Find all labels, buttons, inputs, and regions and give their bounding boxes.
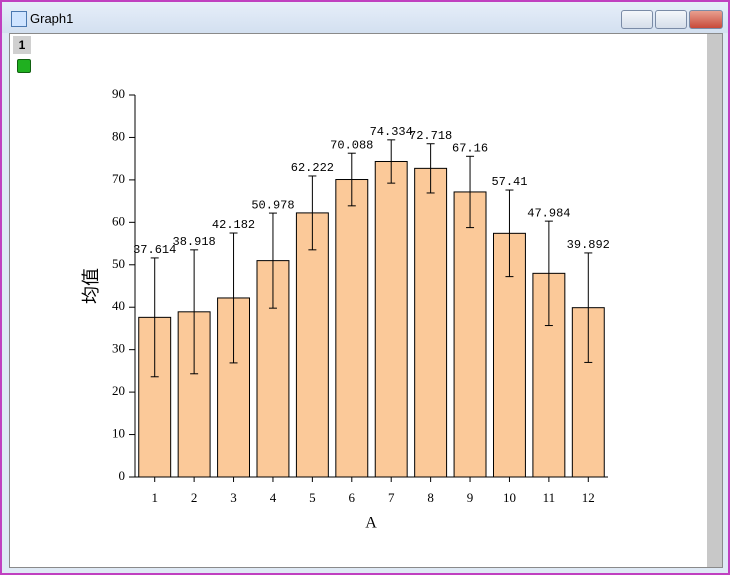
layer-label[interactable]: 1 bbox=[13, 36, 31, 54]
value-label: 72.718 bbox=[409, 129, 452, 143]
graph-area: 1 bbox=[9, 33, 723, 568]
y-tick-label: 50 bbox=[112, 256, 125, 271]
y-tick-label: 80 bbox=[112, 128, 125, 143]
y-tick-label: 90 bbox=[112, 86, 125, 101]
value-label: 67.16 bbox=[452, 141, 488, 155]
window-title: Graph1 bbox=[30, 11, 74, 26]
bar bbox=[295, 212, 329, 478]
y-tick-label: 20 bbox=[112, 383, 125, 398]
value-label: 50.978 bbox=[251, 198, 294, 212]
lock-icon[interactable] bbox=[17, 59, 31, 73]
x-tick-label: 3 bbox=[230, 490, 237, 505]
x-tick-label: 10 bbox=[503, 490, 516, 505]
value-label: 62.222 bbox=[291, 161, 334, 175]
value-label: 38.918 bbox=[173, 235, 216, 249]
window-icon bbox=[11, 11, 27, 27]
x-tick-label: 9 bbox=[467, 490, 474, 505]
x-tick-label: 2 bbox=[191, 490, 198, 505]
y-axis-label: 均值 bbox=[81, 268, 101, 304]
bar bbox=[532, 272, 566, 478]
value-label: 47.984 bbox=[527, 206, 570, 220]
y-tick-label: 10 bbox=[112, 426, 125, 441]
value-label: 37.614 bbox=[133, 243, 176, 257]
bar bbox=[335, 179, 369, 478]
bar bbox=[453, 191, 487, 478]
x-tick-label: 7 bbox=[388, 490, 395, 505]
y-tick-label: 30 bbox=[112, 341, 125, 356]
y-tick-label: 60 bbox=[112, 213, 125, 228]
close-button[interactable] bbox=[689, 10, 723, 29]
value-label: 57.41 bbox=[491, 175, 527, 189]
x-tick-label: 6 bbox=[349, 490, 356, 505]
x-tick-label: 11 bbox=[543, 490, 556, 505]
value-label: 42.182 bbox=[212, 218, 255, 232]
x-tick-label: 1 bbox=[151, 490, 158, 505]
x-tick-label: 5 bbox=[309, 490, 316, 505]
scrollbar[interactable] bbox=[707, 34, 722, 567]
title-bar: Graph1 bbox=[2, 2, 728, 33]
maximize-button[interactable] bbox=[655, 10, 687, 29]
value-label: 39.892 bbox=[567, 238, 610, 252]
x-tick-label: 8 bbox=[427, 490, 434, 505]
y-tick-label: 70 bbox=[112, 171, 125, 186]
value-label: 74.334 bbox=[370, 125, 413, 139]
bar bbox=[374, 160, 408, 478]
x-tick-label: 4 bbox=[270, 490, 277, 505]
y-tick-label: 0 bbox=[119, 468, 126, 483]
value-label: 70.088 bbox=[330, 138, 373, 152]
minimize-button[interactable] bbox=[621, 10, 653, 29]
x-tick-label: 12 bbox=[582, 490, 595, 505]
x-axis-label: A bbox=[365, 515, 377, 532]
y-tick-label: 40 bbox=[112, 298, 125, 313]
bar bbox=[414, 167, 448, 478]
